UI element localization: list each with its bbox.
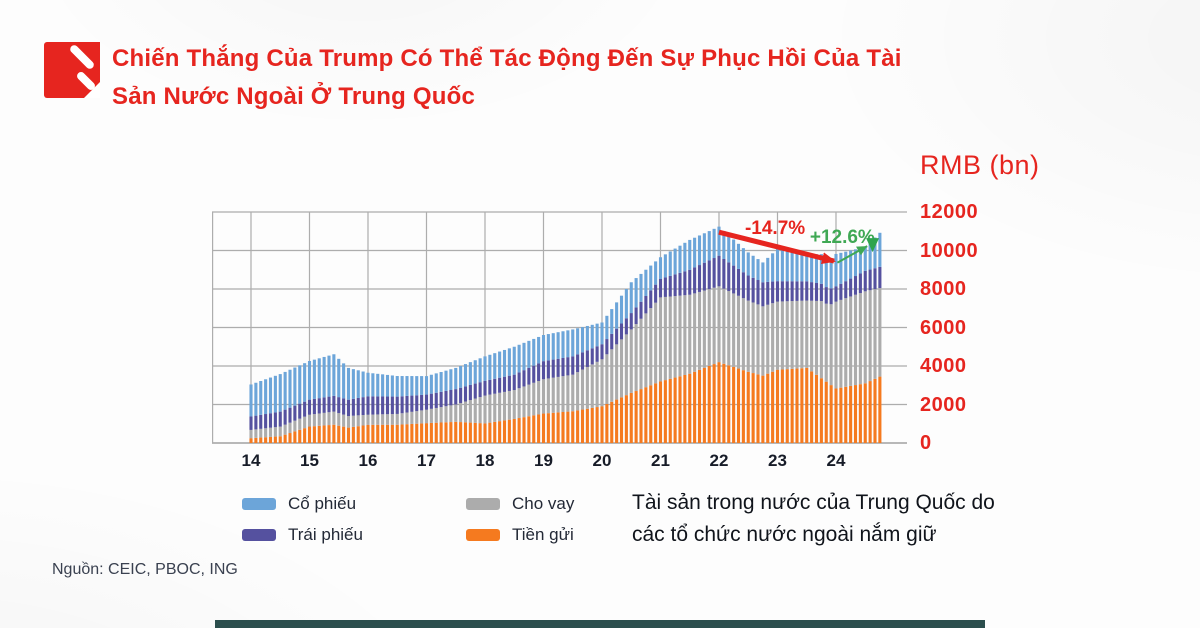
y-axis-unit-label: RMB (bn) <box>920 150 1040 180</box>
svg-text:+12.6%: +12.6% <box>810 227 875 248</box>
y-tick-label-8000: 8000 <box>920 278 967 300</box>
legend-label-trai-phieu: Trái phiếu <box>288 525 363 544</box>
svg-text:24: 24 <box>827 451 846 470</box>
y-tick-label-12000: 12000 <box>920 201 979 223</box>
svg-text:22: 22 <box>710 451 729 470</box>
caption-line-2: các tổ chức nước ngoài nắm giữ <box>632 523 937 546</box>
title-line-2: Sản Nước Ngoài Ở Trung Quốc <box>112 83 476 110</box>
svg-text:19: 19 <box>534 451 553 470</box>
svg-text:-14.7%: -14.7% <box>745 218 805 239</box>
legend-swatch-co-phieu <box>242 498 276 510</box>
svg-text:17: 17 <box>417 451 436 470</box>
page-title: Chiến Thắng Của Trump Có Thể Tác Động Đế… <box>112 40 1092 116</box>
legend-swatch-trai-phieu <box>242 529 276 541</box>
y-tick-label-4000: 4000 <box>920 355 967 377</box>
y-tick-label-0: 0 <box>920 432 932 454</box>
y-tick-label-6000: 6000 <box>920 316 967 339</box>
brand-logo-icon <box>44 42 100 98</box>
stacked-bar-chart: 14 15 16 17 18 19 20 21 22 23 24 -14.7% +12.6% <box>212 211 907 470</box>
svg-text:14: 14 <box>242 451 261 470</box>
svg-text:15: 15 <box>300 451 319 470</box>
title-line-1: Chiến Thắng Của Trump Có Thể Tác Động Đế… <box>112 45 902 72</box>
chart-legend: Cổ phiếu Cho vay Trái phiếu Tiền gửi <box>242 494 574 545</box>
legend-label-co-phieu: Cổ phiếu <box>288 494 357 513</box>
legend-item-tien-gui: Tiền gửi <box>466 525 574 545</box>
y-tick-label-10000: 10000 <box>920 239 979 262</box>
svg-text:20: 20 <box>593 451 612 470</box>
legend-item-trai-phieu: Trái phiếu <box>242 525 466 545</box>
svg-text:18: 18 <box>476 451 495 470</box>
legend-item-co-phieu: Cổ phiếu <box>242 494 466 514</box>
source-note: Nguồn: CEIC, PBOC, ING <box>52 561 238 578</box>
legend-swatch-cho-vay <box>466 498 500 510</box>
caption-line-1: Tài sản trong nước của Trung Quốc do <box>632 491 995 514</box>
legend-item-cho-vay: Cho vay <box>466 494 574 514</box>
y-tick-label-2000: 2000 <box>920 393 967 416</box>
footer-accent-bar <box>215 620 985 628</box>
svg-text:16: 16 <box>359 451 378 470</box>
legend-label-tien-gui: Tiền gửi <box>512 525 574 544</box>
svg-text:23: 23 <box>768 451 787 470</box>
chart-caption: Tài sản trong nước của Trung Quốc do các… <box>632 487 1052 551</box>
svg-text:21: 21 <box>651 451 670 470</box>
legend-label-cho-vay: Cho vay <box>512 494 575 513</box>
legend-swatch-tien-gui <box>466 529 500 541</box>
